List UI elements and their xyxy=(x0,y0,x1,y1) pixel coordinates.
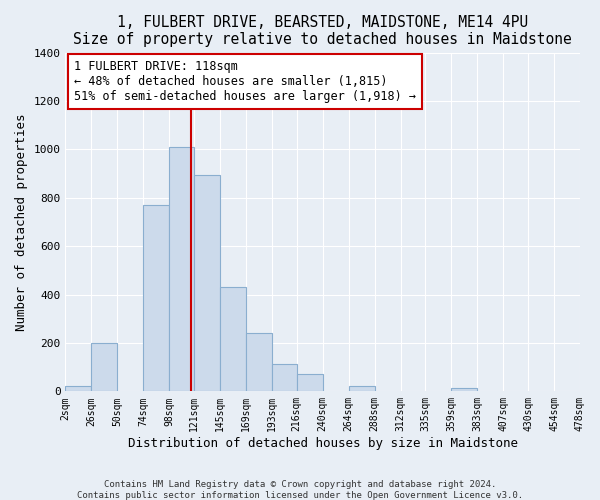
Bar xyxy=(272,364,297,392)
Bar xyxy=(451,388,477,392)
Bar xyxy=(65,386,91,392)
Bar xyxy=(220,288,246,392)
Bar xyxy=(246,332,272,392)
X-axis label: Distribution of detached houses by size in Maidstone: Distribution of detached houses by size … xyxy=(128,437,518,450)
Bar xyxy=(169,147,194,392)
Text: Contains HM Land Registry data © Crown copyright and database right 2024.
Contai: Contains HM Land Registry data © Crown c… xyxy=(77,480,523,500)
Bar xyxy=(194,175,220,392)
Text: 1 FULBERT DRIVE: 118sqm
← 48% of detached houses are smaller (1,815)
51% of semi: 1 FULBERT DRIVE: 118sqm ← 48% of detache… xyxy=(74,60,416,103)
Bar xyxy=(349,386,374,392)
Title: 1, FULBERT DRIVE, BEARSTED, MAIDSTONE, ME14 4PU
Size of property relative to det: 1, FULBERT DRIVE, BEARSTED, MAIDSTONE, M… xyxy=(73,15,572,48)
Bar xyxy=(297,374,323,392)
Bar xyxy=(143,205,169,392)
Bar xyxy=(91,343,118,392)
Y-axis label: Number of detached properties: Number of detached properties xyxy=(15,114,28,331)
